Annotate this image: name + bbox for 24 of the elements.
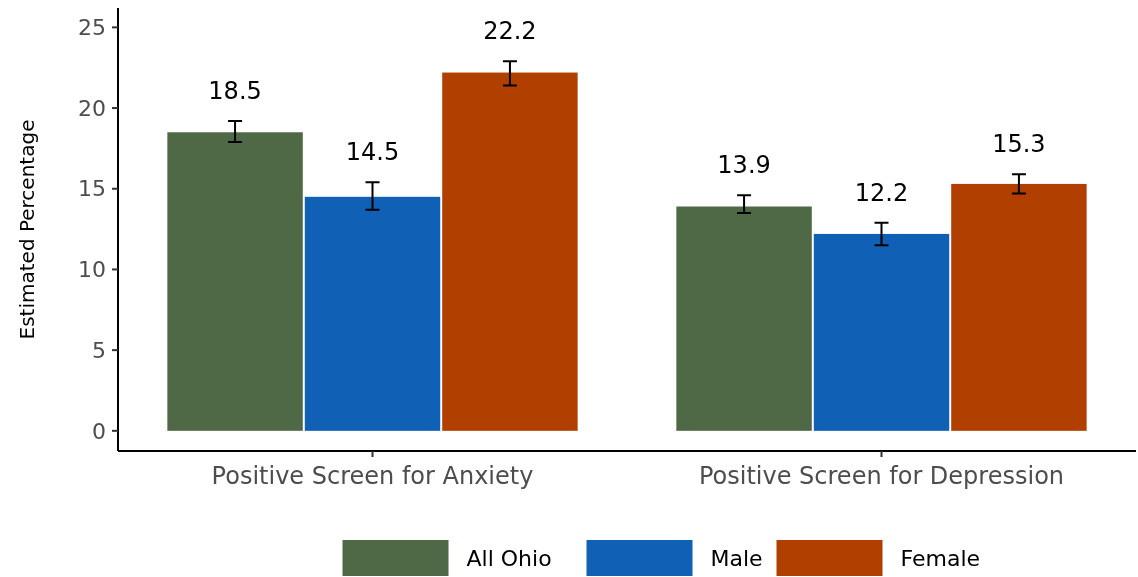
x-tick-label: Positive Screen for Anxiety [211,462,534,490]
y-tick-label: 10 [78,257,106,283]
bar [167,132,303,431]
data-label: 14.5 [345,138,400,167]
legend-label: Female [900,545,981,571]
bar [951,183,1087,431]
y-tick-label: 20 [78,95,106,121]
bar [813,233,950,431]
data-label: 22.2 [483,17,537,46]
y-tick-label: 0 [92,418,106,444]
y-tick-label: 15 [78,176,106,202]
data-label: 12.2 [854,178,909,207]
bar [304,196,441,431]
data-label: 18.5 [208,76,262,105]
x-tick-label: Positive Screen for Depression [698,462,1065,490]
data-label: 13.9 [717,151,771,180]
y-tick-label: 5 [92,337,106,363]
bar [676,206,812,431]
data-label: 15.3 [992,130,1046,159]
bar [442,72,578,431]
legend-label: Male [710,545,763,571]
y-axis-title: Estimated Percentage [15,119,39,340]
legend-label: All Ohio [466,545,552,571]
y-tick-label: 25 [78,15,106,41]
